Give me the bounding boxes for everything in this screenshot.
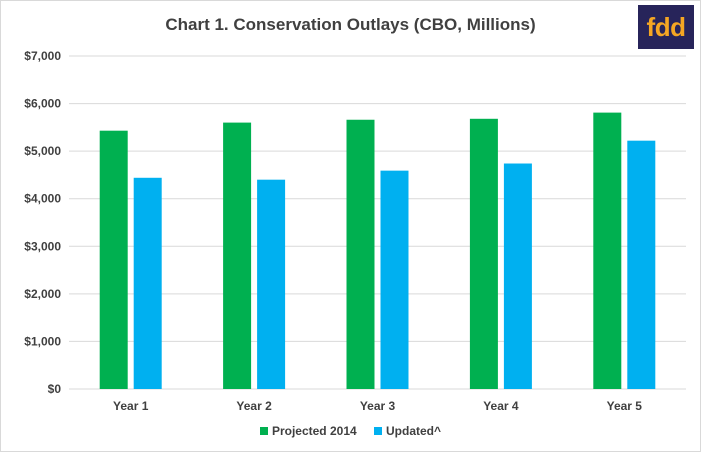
y-tick-label: $0 xyxy=(48,382,62,396)
bar-updated xyxy=(257,179,286,389)
bar-projected xyxy=(346,119,375,389)
legend-swatch-updated xyxy=(374,427,383,435)
y-tick-label: $7,000 xyxy=(24,49,61,63)
legend-item-projected: Projected 2014 xyxy=(259,424,357,438)
legend: Projected 2014 Updated^ xyxy=(1,424,700,438)
y-tick-label: $5,000 xyxy=(24,144,61,158)
legend-label-updated: Updated^ xyxy=(386,424,442,438)
bar-updated xyxy=(627,140,656,389)
y-tick-label: $1,000 xyxy=(24,334,61,348)
y-tick-label: $6,000 xyxy=(24,97,61,111)
legend-item-updated: Updated^ xyxy=(374,424,441,438)
x-tick-label: Year 2 xyxy=(236,399,272,413)
y-tick-label: $2,000 xyxy=(24,287,61,301)
x-tick-label: Year 3 xyxy=(360,399,396,413)
fdd-logo: fdd xyxy=(638,5,694,49)
bar-chart: $0 $1,000 $2,000 $3,000 $4,000 $5,000 $6,000 $7… xyxy=(24,49,686,413)
bar-projected xyxy=(223,122,252,389)
x-tick-label: Year 1 xyxy=(113,399,149,413)
bar-updated xyxy=(133,177,162,389)
legend-swatch-projected xyxy=(259,427,268,435)
bar-updated xyxy=(503,163,532,389)
x-tick-label: Year 5 xyxy=(607,399,643,413)
x-tick-label: Year 4 xyxy=(483,399,519,413)
bar-updated xyxy=(380,170,409,389)
bar-projected xyxy=(593,112,622,390)
bar-projected xyxy=(99,130,128,390)
chart-title: Chart 1. Conservation Outlays (CBO, Mill… xyxy=(165,15,536,34)
y-tick-label: $3,000 xyxy=(24,239,61,253)
legend-label-projected: Projected 2014 xyxy=(271,424,357,438)
bar-projected xyxy=(469,118,498,390)
y-tick-label: $4,000 xyxy=(24,192,61,206)
